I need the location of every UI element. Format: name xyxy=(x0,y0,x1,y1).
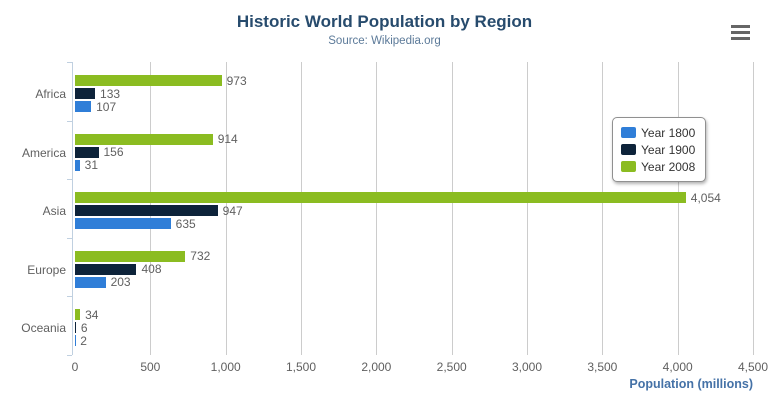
bar-africa-year-1800[interactable] xyxy=(75,101,92,112)
bar-asia-year-1800[interactable] xyxy=(75,218,171,230)
export-menu-button[interactable] xyxy=(727,20,753,44)
legend-label: Year 1800 xyxy=(641,125,696,140)
x-axis-label-1500: 1,500 xyxy=(285,360,317,374)
category-label-africa: Africa xyxy=(35,87,66,101)
data-label-europe-year-2008: 732 xyxy=(190,249,211,264)
bar-oceania-year-2008[interactable] xyxy=(75,309,81,321)
bar-oceania-year-1900[interactable] xyxy=(75,322,76,334)
gridline-1000 xyxy=(225,62,227,355)
category-label-europe: Europe xyxy=(27,262,66,277)
data-label-africa-year-1900: 133 xyxy=(100,86,121,101)
chart-title: Historic World Population by Region xyxy=(236,12,533,31)
category-axis-tick xyxy=(67,120,72,122)
category-axis-tick xyxy=(67,62,72,63)
gridline-4500 xyxy=(753,62,754,355)
gridline-1500 xyxy=(301,62,302,355)
legend-swatch-icon xyxy=(621,144,636,155)
data-label-asia-year-1800: 635 xyxy=(175,216,196,231)
data-label-oceania-year-2008: 34 xyxy=(85,307,99,322)
data-label-oceania-year-1900: 6 xyxy=(80,320,88,335)
x-axis-label-0: 0 xyxy=(71,360,79,374)
bar-asia-year-2008[interactable] xyxy=(75,192,686,204)
gridline-3000 xyxy=(527,62,528,355)
x-axis-label-4000: 4,000 xyxy=(662,360,693,374)
hamburger-menu-icon xyxy=(730,24,750,28)
data-label-europe-year-1800: 203 xyxy=(110,275,131,290)
legend-label: Year 2008 xyxy=(641,159,696,174)
hamburger-menu-icon xyxy=(730,30,750,34)
gridline-2000 xyxy=(376,62,378,355)
x-axis-label-3500: 3,500 xyxy=(587,360,618,374)
x-axis-label-1000: 1,000 xyxy=(210,360,241,374)
bar-europe-year-1900[interactable] xyxy=(75,263,137,275)
data-label-europe-year-1900: 408 xyxy=(141,262,162,277)
gridline-2500 xyxy=(451,62,453,355)
category-axis-tick xyxy=(67,237,72,239)
bar-europe-year-1800[interactable] xyxy=(75,276,106,288)
bar-america-year-2008[interactable] xyxy=(75,133,213,145)
gridline-4000 xyxy=(677,62,679,355)
gridline-3500 xyxy=(602,62,604,355)
bar-europe-year-2008[interactable] xyxy=(75,250,186,262)
category-label-oceania: Oceania xyxy=(21,321,66,336)
legend-label: Year 1900 xyxy=(641,142,696,157)
data-label-africa-year-2008: 973 xyxy=(226,73,247,88)
data-label-asia-year-2008: 4,054 xyxy=(690,190,721,205)
category-label-america: America xyxy=(21,145,66,160)
category-axis-tick xyxy=(67,296,72,298)
bar-america-year-1900[interactable] xyxy=(75,146,99,158)
legend-item-year-2008[interactable]: Year 2008 xyxy=(621,158,695,175)
data-label-america-year-2008: 914 xyxy=(217,132,238,147)
legend-swatch-icon xyxy=(621,161,636,172)
x-axis-title: Population (millions) xyxy=(629,377,753,391)
bar-africa-year-1900[interactable] xyxy=(75,88,96,99)
category-axis-tick xyxy=(67,179,72,181)
data-label-asia-year-1900: 947 xyxy=(222,203,243,218)
chart-subtitle: Source: Wikipedia.org xyxy=(328,35,441,47)
category-axis-line xyxy=(72,62,73,355)
data-label-america-year-1900: 156 xyxy=(103,145,124,160)
bar-asia-year-1900[interactable] xyxy=(75,205,218,217)
legend-item-year-1900[interactable]: Year 1900 xyxy=(621,141,695,158)
bar-africa-year-2008[interactable] xyxy=(75,75,222,86)
legend-swatch-icon xyxy=(621,127,636,138)
data-label-oceania-year-1800: 2 xyxy=(80,333,87,348)
legend: Year 1800 Year 1900 Year 2008 xyxy=(612,117,707,182)
hamburger-menu-icon xyxy=(730,36,750,40)
x-axis-label-2000: 2,000 xyxy=(361,360,392,374)
plot-area: 973 133 107 914 156 31 4,054 947 635 732 408 203 34 6… xyxy=(67,62,754,356)
x-axis-label-3000: 3,000 xyxy=(511,360,543,374)
x-axis-label-500: 500 xyxy=(140,360,161,374)
x-axis-label-4500: 4,500 xyxy=(737,360,769,374)
x-axis-label-2500: 2,500 xyxy=(436,360,467,374)
data-label-africa-year-1800: 107 xyxy=(96,99,117,114)
bar-america-year-1800[interactable] xyxy=(75,159,80,171)
data-label-america-year-1800: 31 xyxy=(84,158,99,173)
legend-item-year-1800[interactable]: Year 1800 xyxy=(621,124,695,141)
category-label-asia: Asia xyxy=(42,204,66,219)
category-axis-tick xyxy=(67,355,72,356)
